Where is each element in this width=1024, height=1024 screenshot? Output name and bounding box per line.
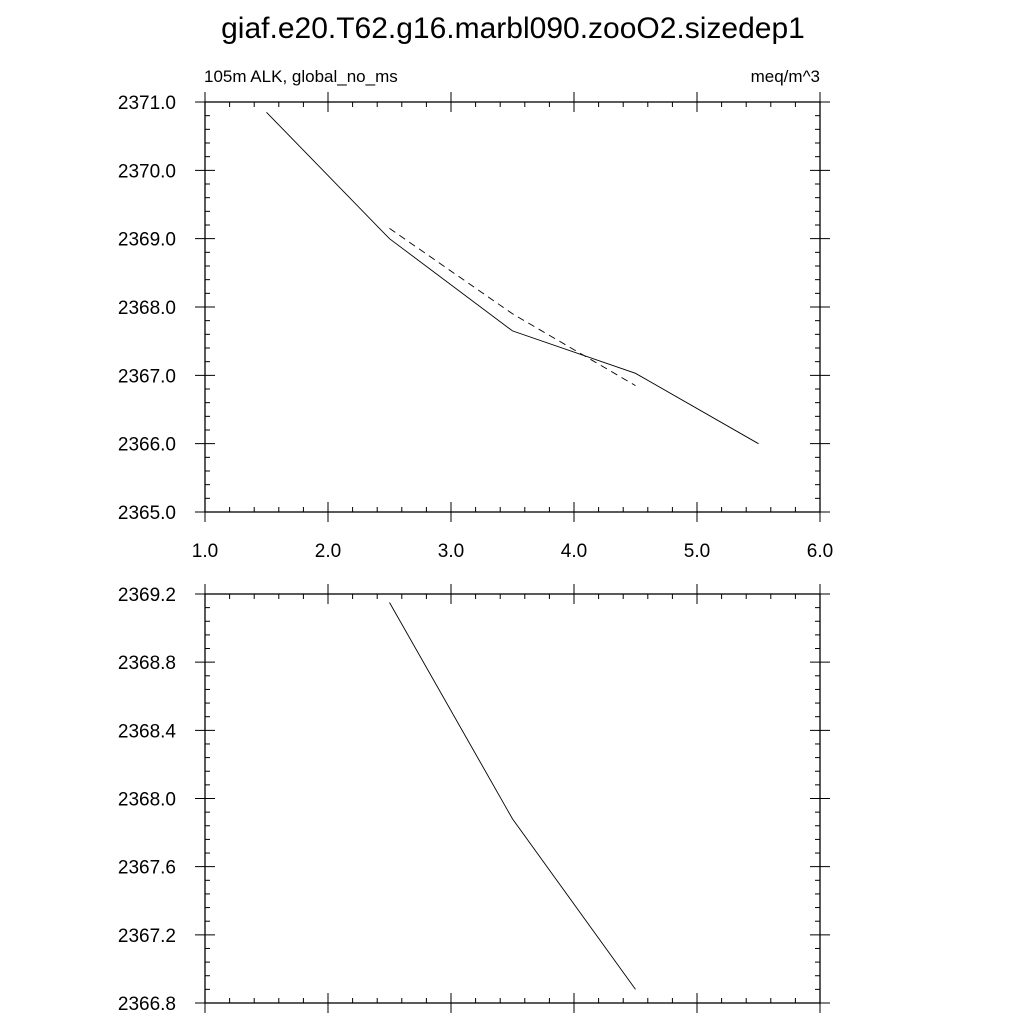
y-tick-label: 2368.0 [118,298,176,319]
series-line-solid [266,111,759,445]
top-panel-left-label: 105m ALK, global_no_ms [204,67,398,86]
y-tick-label: 2368.0 [118,790,176,811]
top-panel-right-label: meq/m^3 [751,67,820,86]
y-tick-label: 2370.0 [118,161,176,182]
y-tick-label: 2368.4 [118,721,177,742]
y-tick-label: 2369.2 [118,585,176,606]
y-tick-label: 2367.0 [118,366,176,387]
series-line-solid [389,602,636,990]
x-tick-label: 6.0 [807,541,833,562]
page-title: giaf.e20.T62.g16.marbl090.zooO2.sizedep1 [221,12,805,45]
x-tick-label: 3.0 [438,541,464,562]
x-tick-label: 2.0 [315,541,341,562]
x-tick-label: 5.0 [684,541,710,562]
y-tick-label: 2367.6 [118,858,176,879]
plot-frame [204,101,821,513]
y-tick-label: 2366.0 [118,435,176,456]
x-tick-label: 1.0 [192,541,218,562]
y-tick-label: 2369.0 [118,230,176,251]
y-tick-label: 2371.0 [118,93,176,114]
plot-frame [204,593,821,1004]
bottom-panel: 2366.8 2367.2 2367.6 2368.0 2368.4 2368.8 2369… [118,584,830,1015]
y-tick-label: 2365.0 [118,503,176,524]
x-tick-label: 4.0 [561,541,587,562]
y-tick-label: 2367.2 [118,926,176,947]
top-panel: 1.0 2.0 3.0 4.0 5.0 6.0 2365.0 2366.0 2367.0 2368… [118,92,833,562]
y-tick-label: 2366.8 [118,994,176,1015]
series-line-dashed [389,228,636,386]
y-tick-label: 2368.8 [118,653,176,674]
